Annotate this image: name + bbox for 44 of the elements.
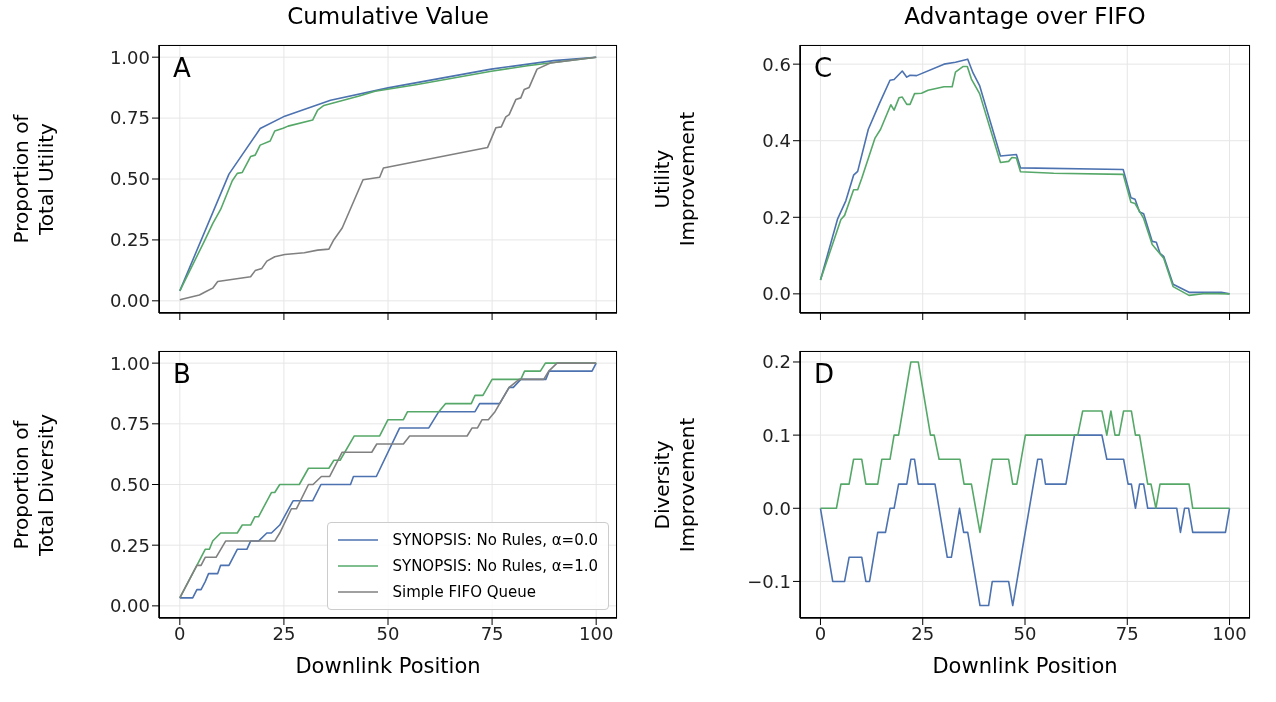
x-tick-label: 50 (1013, 622, 1037, 644)
y-tick-label: 0.25 (109, 534, 150, 556)
y-axis-title: Proportion of Total Diversity (9, 412, 59, 558)
y-axis-title: Utility Improvement (650, 110, 700, 249)
x-tick-label: 75 (480, 622, 504, 644)
x-tick-label: 50 (376, 622, 400, 644)
y-tick-label: 0.50 (109, 168, 150, 190)
annotation: A (173, 53, 191, 83)
x-axis-title: Downlink Position (294, 654, 482, 678)
x-tick-label: 0 (174, 622, 186, 644)
legend-label: SYNOPSIS: No Rules, α=1.0 (392, 557, 598, 575)
chart-title: Advantage over FIFO (903, 3, 1147, 29)
y-tick-label: 0.25 (109, 229, 150, 251)
annotation: B (173, 359, 191, 389)
x-tick-label: 75 (1115, 622, 1139, 644)
annotation: D (814, 359, 835, 389)
y-tick-label: 0.75 (109, 413, 150, 435)
y-tick-label: −0.1 (747, 570, 791, 592)
x-tick-label: 25 (272, 622, 296, 644)
y-tick-label: 1.00 (109, 352, 150, 374)
y-tick-label: 0.0 (762, 497, 791, 519)
x-tick-label: 100 (579, 622, 614, 644)
y-tick-label: 0.00 (109, 290, 150, 312)
y-tick-label: 1.00 (109, 46, 150, 68)
y-tick-label: 0.6 (762, 53, 791, 75)
x-tick-label: 100 (1212, 622, 1247, 644)
y-tick-label: 0.0 (762, 283, 791, 305)
y-tick-label: 0.2 (762, 351, 791, 373)
x-tick-label: 25 (911, 622, 935, 644)
y-tick-label: 0.2 (762, 206, 791, 228)
chart-title: Cumulative Value (286, 3, 490, 29)
legend-label: SYNOPSIS: No Rules, α=0.0 (392, 531, 598, 549)
x-tick-label: 0 (814, 622, 827, 644)
x-axis-title: Downlink Position (931, 654, 1119, 678)
line-series (819, 434, 1231, 607)
y-axis-title: Diversity Improvement (650, 416, 700, 554)
y-tick-label: 0.50 (109, 473, 150, 495)
y-tick-label: 0.75 (109, 107, 150, 129)
y-tick-label: 0.00 (109, 595, 150, 617)
y-axis-title: Proportion of Total Utility (9, 113, 59, 246)
annotation: C (814, 53, 833, 83)
y-tick-label: 0.1 (762, 424, 791, 446)
y-tick-label: 0.4 (762, 130, 791, 152)
legend-label: Simple FIFO Queue (392, 583, 536, 601)
